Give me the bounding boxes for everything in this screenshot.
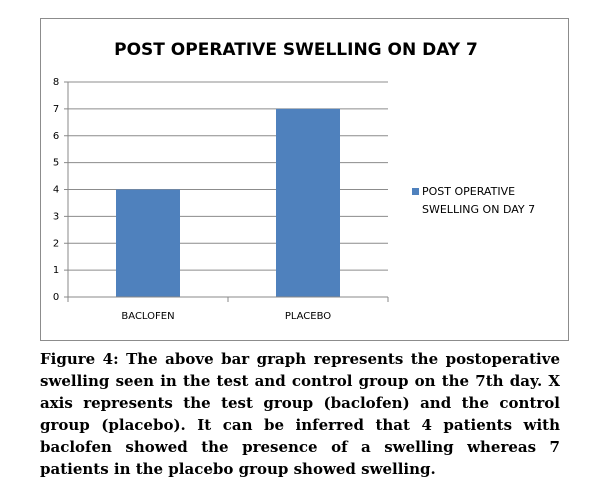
legend-label: POST OPERATIVE SWELLING ON DAY 7: [422, 185, 536, 216]
legend-swatch: [412, 188, 419, 195]
legend-item: POST OPERATIVE SWELLING ON DAY 7: [412, 183, 552, 219]
legend: POST OPERATIVE SWELLING ON DAY 7: [412, 183, 552, 219]
y-tick-label: 2: [53, 238, 59, 249]
bar: [276, 108, 340, 297]
caption: Figure 4: The above bar graph represents…: [40, 350, 560, 478]
x-tick-label: PLACEBO: [285, 311, 331, 322]
y-tick-label: 6: [53, 131, 59, 142]
x-tick-label: BACLOFEN: [121, 311, 174, 322]
y-tick-label: 8: [53, 77, 59, 88]
bar: [116, 189, 180, 297]
y-tick-label: 5: [53, 158, 59, 169]
y-tick-label: 3: [53, 211, 59, 222]
y-tick-label: 1: [53, 265, 59, 276]
y-tick-label: 4: [53, 185, 59, 196]
chart-title: POST OPERATIVE SWELLING ON DAY 7: [114, 40, 478, 60]
chart: POST OPERATIVE SWELLING ON DAY 7 0 1 2 3 4 5 6…: [40, 18, 569, 341]
y-tick-label: 7: [53, 104, 59, 115]
y-tick-label: 0: [53, 292, 59, 303]
